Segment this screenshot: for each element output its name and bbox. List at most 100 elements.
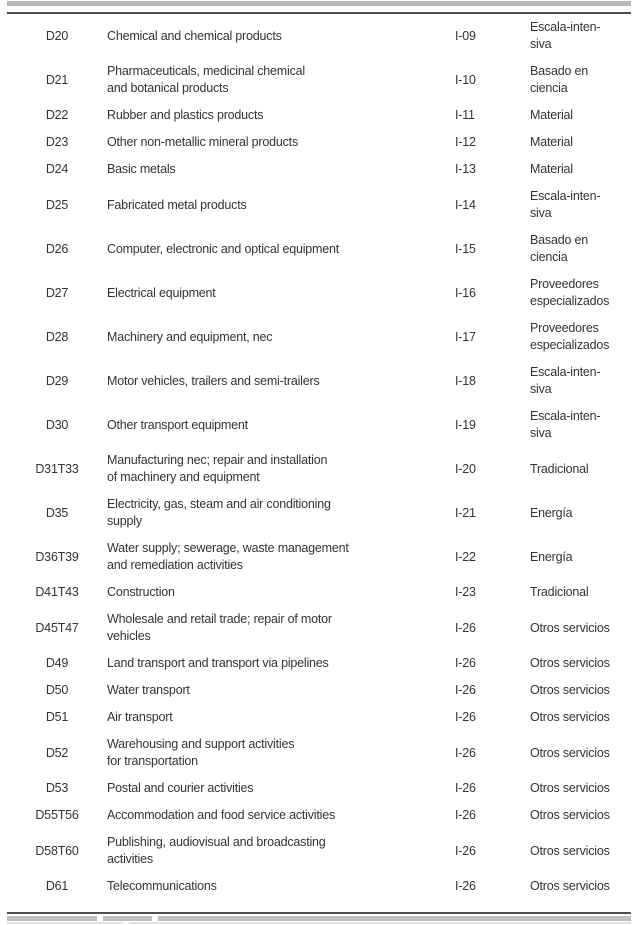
taxonomy-category-cell: Otros servicios [530, 683, 610, 697]
table-bottom-rule [7, 912, 631, 914]
table-row: D21 Pharmaceuticals, medicinal chemical a… [7, 58, 631, 102]
industry-code-cell: D49 [45, 656, 69, 670]
industry-description-cell: Electrical equipment [107, 285, 216, 300]
table-top-rule [7, 12, 631, 14]
industry-code-cell: D52 [45, 745, 69, 760]
taxonomy-category-cell: Material [530, 108, 573, 122]
industry-description-cell: Computer, electronic and optical equipme… [107, 241, 340, 256]
table-row: D31T33 Manufacturing nec; repair and ins… [7, 447, 631, 491]
taxonomy-category-cell: Escala-inten-siva [530, 20, 601, 51]
industry-code-cell: D21 [45, 72, 69, 87]
taxonomy-category-cell: Escala-inten-siva [530, 409, 601, 440]
industry-code-cell: D50 [45, 683, 69, 697]
industry-description-cell: Other non-metallic mineral products [107, 135, 298, 149]
industry-code-cell: D24 [45, 162, 69, 176]
industry-description-cell: Telecommunications [107, 879, 217, 893]
taxonomy-code-cell: I-13 [455, 162, 476, 176]
industry-code-cell: D55T56 [35, 808, 79, 822]
taxonomy-code-cell: I-19 [455, 417, 476, 432]
table-row: D24 Basic metals I-13 Material [7, 156, 631, 183]
taxonomy-code-cell: I-11 [455, 108, 475, 122]
taxonomy-code-cell: I-12 [455, 135, 476, 149]
industry-code-cell: D29 [45, 373, 69, 388]
page-top-divider-bar [7, 1, 631, 6]
table-row: D49 Land transport and transport via pip… [7, 650, 631, 677]
table-row: D26 Computer, electronic and optical equ… [7, 227, 631, 271]
taxonomy-category-cell: Tradicional [530, 461, 589, 476]
industry-description-cell: Other transport equipment [107, 417, 248, 432]
industry-code-cell: D45T47 [35, 620, 79, 635]
taxonomy-code-cell: I-20 [455, 461, 476, 476]
industry-code-cell: D27 [45, 285, 69, 300]
industry-description-cell: Motor vehicles, trailers and semi-traile… [107, 373, 320, 388]
industry-description-cell: Water supply; sewerage, waste management… [107, 541, 349, 572]
table-row: D25 Fabricated metal products I-14 Escal… [7, 183, 631, 227]
table-row: D50 Water transport I-26 Otros servicios [7, 677, 631, 704]
industry-code-cell: D36T39 [35, 549, 79, 564]
industry-description-cell: Basic metals [107, 162, 176, 176]
taxonomy-code-cell: I-26 [455, 879, 476, 893]
taxonomy-category-cell: Basado en ciencia [530, 64, 588, 95]
industry-code-cell: D28 [45, 329, 69, 344]
table-row: D22 Rubber and plastics products I-11 Ma… [7, 102, 631, 129]
table-row: D61 Telecommunications I-26 Otros servic… [7, 873, 631, 900]
taxonomy-code-cell: I-26 [455, 656, 476, 670]
industry-description-cell: Pharmaceuticals, medicinal chemical and b… [107, 64, 305, 95]
taxonomy-category-cell: Material [530, 135, 573, 149]
taxonomy-code-cell: I-26 [455, 745, 476, 760]
table-row: D45T47 Wholesale and retail trade; repai… [7, 606, 631, 650]
industry-code-cell: D41T43 [35, 585, 79, 599]
taxonomy-category-cell: Proveedores especializados [530, 277, 610, 308]
table-row: D58T60 Publishing, audiovisual and broad… [7, 829, 631, 873]
taxonomy-category-cell: Otros servicios [530, 745, 610, 760]
page-bottom-divider-bar [7, 916, 97, 921]
industry-description-cell: Postal and courier activities [107, 781, 254, 795]
table-row: D20 Chemical and chemical products I-09 … [7, 14, 631, 58]
industry-description-cell: Manufacturing nec; repair and installati… [107, 453, 328, 484]
table-row: D55T56 Accommodation and food service ac… [7, 802, 631, 829]
industry-code-cell: D61 [45, 879, 69, 893]
taxonomy-code-cell: I-22 [455, 549, 476, 564]
next-table-edge [7, 922, 123, 924]
page-bottom-divider-bar [158, 916, 631, 921]
taxonomy-category-cell: Tradicional [530, 585, 589, 599]
taxonomy-category-cell: Otros servicios [530, 710, 610, 724]
taxonomy-code-cell: I-26 [455, 683, 476, 697]
table-row: D41T43 Construction I-23 Tradicional [7, 579, 631, 606]
industry-code-cell: D20 [45, 28, 69, 43]
industry-description-cell: Publishing, audiovisual and broadcasting… [107, 835, 326, 866]
taxonomy-code-cell: I-21 [455, 505, 476, 520]
industry-code-cell: D51 [45, 710, 69, 724]
taxonomy-code-cell: I-15 [455, 241, 476, 256]
table-row: D52 Warehousing and support activities fo… [7, 731, 631, 775]
industry-description-cell: Electricity, gas, steam and air conditio… [107, 497, 331, 528]
industry-description-cell: Rubber and plastics products [107, 108, 264, 122]
industry-description-cell: Warehousing and support activities for tr… [107, 737, 295, 768]
table-row: D51 Air transport I-26 Otros servicios [7, 704, 631, 731]
taxonomy-category-cell: Otros servicios [530, 781, 610, 795]
taxonomy-category-cell: Basado en ciencia [530, 233, 588, 264]
taxonomy-code-cell: I-18 [455, 373, 476, 388]
industry-code-cell: D58T60 [35, 843, 79, 858]
taxonomy-category-cell: Escala-inten-siva [530, 365, 601, 396]
industry-description-cell: Air transport [107, 710, 173, 724]
table-row: D35 Electricity, gas, steam and air cond… [7, 491, 631, 535]
industry-description-cell: Land transport and transport via pipelin… [107, 656, 329, 670]
taxonomy-category-cell: Proveedores especializados [530, 321, 610, 352]
industry-description-cell: Construction [107, 585, 175, 599]
taxonomy-category-cell: Otros servicios [530, 808, 610, 822]
table-row: D29 Motor vehicles, trailers and semi-tr… [7, 359, 631, 403]
industry-description-cell: Wholesale and retail trade; repair of mo… [107, 612, 332, 643]
taxonomy-code-cell: I-14 [455, 197, 476, 212]
taxonomy-code-cell: I-16 [455, 285, 476, 300]
industry-description-cell: Chemical and chemical products [107, 28, 282, 43]
taxonomy-category-cell: Otros servicios [530, 656, 610, 670]
table-row: D30 Other transport equipment I-19 Escal… [7, 403, 631, 447]
industry-classification-table: D20 Chemical and chemical products I-09 … [7, 14, 631, 900]
industry-code-cell: D35 [45, 505, 69, 520]
taxonomy-code-cell: I-10 [455, 72, 476, 87]
taxonomy-code-cell: I-26 [455, 710, 476, 724]
industry-code-cell: D53 [45, 781, 69, 795]
taxonomy-code-cell: I-26 [455, 781, 476, 795]
